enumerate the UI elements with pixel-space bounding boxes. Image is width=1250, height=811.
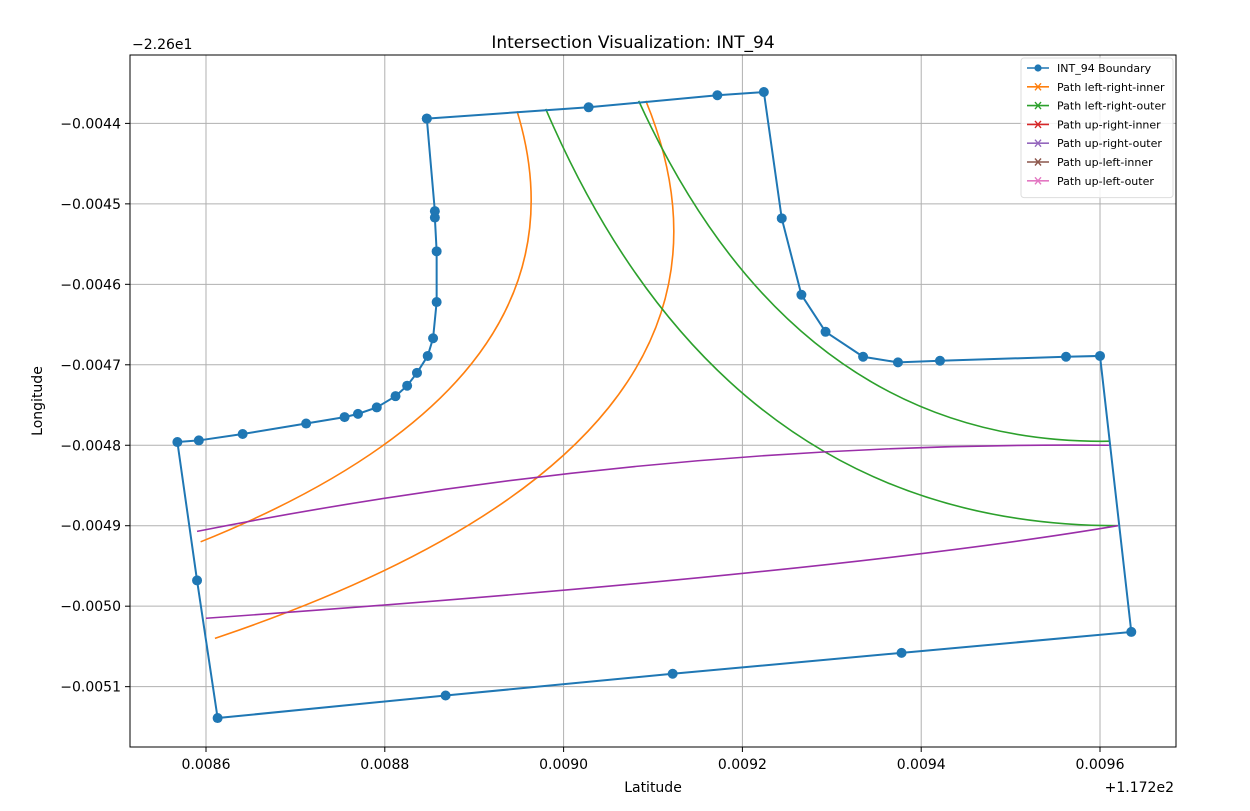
boundary-point [429, 206, 440, 217]
legend-marker-x [1034, 139, 1042, 148]
legend-label: Path left-right-outer [1057, 100, 1166, 113]
legend-marker-circle [1034, 64, 1042, 72]
chart-title: Intersection Visualization: INT_94 [491, 33, 774, 53]
path-line [205, 524, 1119, 620]
boundary-point [583, 102, 594, 113]
boundary-point [402, 380, 413, 391]
plot-frame [129, 54, 1177, 748]
boundary-point [371, 402, 382, 413]
boundary-point [858, 351, 869, 362]
boundary-point [934, 355, 945, 366]
boundary-point [796, 289, 807, 300]
legend-marker-x [1034, 158, 1042, 166]
boundary-point [431, 297, 442, 308]
boundary-point [193, 435, 204, 446]
boundary-point [1126, 626, 1137, 637]
y-tick-label: −0.0044 [60, 116, 121, 132]
boundary-point [212, 713, 223, 724]
boundary-point [390, 391, 401, 402]
boundary-point [892, 357, 903, 368]
series-layer [172, 87, 1137, 724]
boundary-point [667, 668, 678, 679]
legend-marker-x [1034, 101, 1042, 110]
y-tick-label: −0.0050 [60, 599, 121, 615]
boundary-point [776, 213, 787, 224]
legend-label: Path up-left-inner [1057, 156, 1153, 169]
legend-label: Path left-right-inner [1057, 81, 1165, 94]
legend-label: Path up-left-outer [1057, 175, 1154, 188]
x-tick-label: 0.0086 [181, 757, 230, 773]
y-tick-label: −0.0049 [60, 519, 121, 535]
boundary-point [896, 647, 907, 658]
boundary-point [237, 428, 248, 439]
boundary-point [820, 326, 831, 337]
boundary-point [411, 367, 422, 378]
y-tick-label: −0.0045 [60, 197, 121, 213]
grid-lines [130, 55, 1176, 747]
x-offset-label: +1.172e2 [1105, 780, 1174, 796]
boundary-point [1095, 350, 1106, 361]
x-tick-label: 0.0094 [897, 757, 946, 773]
x-tick-label: 0.0090 [539, 757, 588, 773]
boundary-point [422, 350, 433, 361]
legend-marker-x [1034, 120, 1042, 129]
y-offset-label: −2.26e1 [132, 37, 192, 53]
boundary-point [421, 113, 432, 124]
path-line [637, 100, 1109, 443]
boundary-point [339, 412, 350, 423]
y-tick-label: −0.0048 [60, 438, 121, 454]
legend-marker-x [1034, 82, 1042, 91]
boundary-point [172, 437, 183, 448]
x-tick-label: 0.0092 [718, 757, 767, 773]
legend: INT_94 Boundary Path left-right-inner Path… [1020, 57, 1174, 199]
boundary-point [192, 575, 203, 586]
legend-marker-x [1034, 176, 1042, 185]
path-line [214, 100, 675, 640]
boundary-point [712, 90, 723, 101]
boundary-point [440, 690, 451, 701]
y-axis-label: Longitude [30, 366, 46, 436]
boundary-point [431, 246, 442, 257]
legend-label: INT_94 Boundary [1057, 62, 1152, 75]
y-tick-label: −0.0046 [60, 277, 121, 293]
y-tick-label: −0.0047 [60, 358, 121, 374]
x-tick-label: 0.0088 [360, 757, 409, 773]
legend-label: Path up-right-outer [1057, 137, 1162, 150]
y-tick-label: −0.0051 [60, 680, 121, 696]
legend-box [1020, 57, 1174, 199]
boundary-line [176, 90, 1133, 720]
path-line [200, 111, 532, 543]
boundary-point [428, 333, 439, 344]
x-tick-label: 0.0096 [1076, 757, 1125, 773]
path-line [196, 444, 1109, 533]
path-line [544, 108, 1118, 527]
y-axis-ticks: −0.0044 −0.0045 −0.0046 −0.0047 −0.0048 −0.00… [60, 116, 130, 696]
boundary-point [1061, 351, 1072, 362]
boundary-point [352, 408, 363, 419]
boundary-point [758, 87, 769, 98]
boundary-point [301, 418, 312, 429]
x-axis-label: Latitude [624, 780, 682, 796]
x-axis-ticks: 0.0086 0.0088 0.0090 0.0092 0.0094 0.0096 [181, 747, 1125, 773]
legend-label: Path up-right-inner [1057, 118, 1161, 131]
